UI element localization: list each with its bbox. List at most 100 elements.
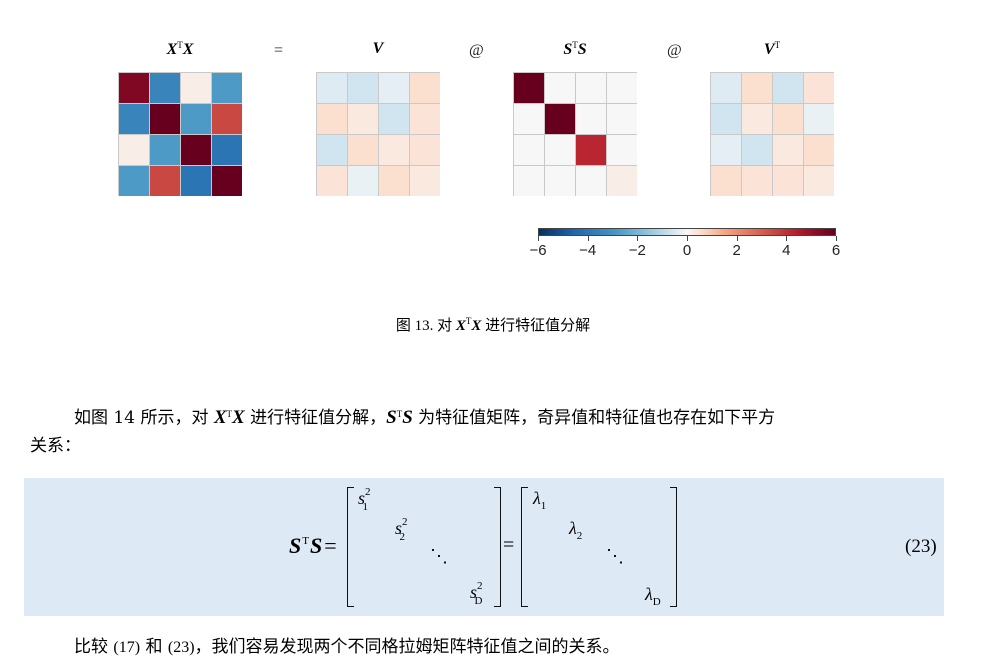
heatmap-cell-xtx-2-1 bbox=[150, 135, 180, 165]
heatmap-cell-sts-1-0 bbox=[514, 104, 544, 134]
heatmap-cell-vt-0-1 bbox=[742, 73, 772, 103]
colorbar-tick-mark bbox=[786, 236, 788, 241]
paragraph-comparison: 比较 (17) 和 (23)，我们容易发现两个不同格拉姆矩阵特征值之间的关系。 bbox=[74, 637, 620, 657]
heatmap-cell-sts-0-1 bbox=[545, 73, 575, 103]
matrix-title-v: V bbox=[372, 40, 384, 57]
matmul-operator-1: @ bbox=[469, 42, 484, 59]
heatmap-cell-xtx-0-2 bbox=[181, 73, 211, 103]
heatmap-cell-sts-1-3 bbox=[607, 104, 637, 134]
heatmap-cell-vt-1-3 bbox=[804, 104, 834, 134]
heatmap-cell-xtx-1-1 bbox=[150, 104, 180, 134]
heatmap-cell-vt-3-0 bbox=[711, 166, 741, 196]
heatmap-cell-sts-1-2 bbox=[576, 104, 606, 134]
right-bracket-2 bbox=[670, 487, 677, 607]
paragraph-intro: 如图 14 所示，对 XTX 进行特征值分解，STS 为特征值矩阵，奇异值和特征… bbox=[74, 407, 776, 428]
colorbar-tick-label: 6 bbox=[831, 242, 841, 259]
paragraph-intro-continued: 关系： bbox=[30, 436, 81, 456]
heatmap-cell-v-1-1 bbox=[348, 104, 378, 134]
heatmap-cell-v-3-1 bbox=[348, 166, 378, 196]
matrix-title-sts: STS bbox=[563, 40, 587, 58]
heatmap-cell-v-3-3 bbox=[410, 166, 440, 196]
colorbar-tick-label: −6 bbox=[529, 242, 547, 259]
heatmap-cell-xtx-2-0 bbox=[119, 135, 149, 165]
colorbar-tick-mark bbox=[736, 236, 738, 241]
matmul-operator-2: @ bbox=[667, 42, 682, 59]
heatmap-cell-xtx-1-3 bbox=[212, 104, 242, 134]
heatmap-cell-vt-0-0 bbox=[711, 73, 741, 103]
heatmap-cell-sts-2-2 bbox=[576, 135, 606, 165]
colorbar-tick-label: −4 bbox=[579, 242, 597, 259]
heatmap-cell-vt-2-3 bbox=[804, 135, 834, 165]
heatmap-cell-v-2-0 bbox=[317, 135, 347, 165]
heatmap-cell-vt-2-2 bbox=[773, 135, 803, 165]
matrix-entry-lambda-2: λ2 bbox=[569, 518, 583, 542]
equation-equals: = bbox=[503, 534, 515, 556]
heatmap-cell-v-1-3 bbox=[410, 104, 440, 134]
equation-block bbox=[24, 478, 944, 616]
heatmap-cell-vt-3-3 bbox=[804, 166, 834, 196]
heatmap-cell-v-3-0 bbox=[317, 166, 347, 196]
heatmap-cell-xtx-2-2 bbox=[181, 135, 211, 165]
figure-caption: 图 13. 对 XTX 进行特征值分解 bbox=[395, 316, 591, 334]
colorbar-tick-mark bbox=[687, 236, 688, 241]
heatmap-cell-xtx-3-2 bbox=[181, 166, 211, 196]
heatmap-cell-v-0-1 bbox=[348, 73, 378, 103]
heatmap-cell-vt-0-2 bbox=[773, 73, 803, 103]
left-bracket-1 bbox=[347, 487, 354, 607]
heatmap-cell-sts-2-0 bbox=[514, 135, 544, 165]
heatmap-cell-v-2-3 bbox=[410, 135, 440, 165]
heatmap-cell-sts-3-1 bbox=[545, 166, 575, 196]
heatmap-cell-v-0-2 bbox=[379, 73, 409, 103]
heatmap-cell-xtx-0-0 bbox=[119, 73, 149, 103]
heatmap-cell-v-1-2 bbox=[379, 104, 409, 134]
heatmap-cell-v-0-0 bbox=[317, 73, 347, 103]
colorbar-tick-label: 2 bbox=[732, 242, 741, 259]
colorbar-tick-label: 4 bbox=[782, 242, 791, 259]
heatmap-sts bbox=[513, 72, 637, 196]
colorbar-tick-label: −2 bbox=[628, 242, 646, 259]
colorbar-tick-mark bbox=[587, 236, 589, 241]
matrix-entry-s1-squared: s21 bbox=[358, 486, 371, 513]
heatmap-cell-sts-2-1 bbox=[545, 135, 575, 165]
heatmap-cell-vt-1-2 bbox=[773, 104, 803, 134]
heatmap-cell-v-2-1 bbox=[348, 135, 378, 165]
matrix-title-vt: VT bbox=[763, 40, 781, 58]
heatmap-cell-vt-0-3 bbox=[804, 73, 834, 103]
heatmap-cell-xtx-1-0 bbox=[119, 104, 149, 134]
heatmap-cell-vt-2-1 bbox=[742, 135, 772, 165]
diagonal-dots-2: ⋱ bbox=[606, 546, 624, 567]
equation-ref-23[interactable]: (23) bbox=[167, 639, 195, 656]
heatmap-cell-sts-3-3 bbox=[607, 166, 637, 196]
equation-lhs: STS= bbox=[289, 533, 337, 558]
heatmap-vt bbox=[710, 72, 834, 196]
equation-ref-17[interactable]: (17) bbox=[113, 639, 141, 656]
heatmap-cell-xtx-3-3 bbox=[212, 166, 242, 196]
matrix-entry-lambda-D: λD bbox=[645, 584, 661, 608]
matrix-entry-sD-squared: s2D bbox=[470, 580, 483, 607]
heatmap-xtx bbox=[118, 72, 242, 196]
heatmap-cell-sts-3-0 bbox=[514, 166, 544, 196]
heatmap-cell-sts-2-3 bbox=[607, 135, 637, 165]
heatmap-cell-sts-0-0 bbox=[514, 73, 544, 103]
heatmap-cell-sts-3-2 bbox=[576, 166, 606, 196]
heatmap-cell-sts-1-1 bbox=[545, 104, 575, 134]
heatmap-cell-xtx-2-3 bbox=[212, 135, 242, 165]
heatmap-cell-v-1-0 bbox=[317, 104, 347, 134]
heatmap-cell-v-2-2 bbox=[379, 135, 409, 165]
heatmap-cell-v-3-2 bbox=[379, 166, 409, 196]
colorbar-tick-mark bbox=[538, 236, 539, 241]
heatmap-v bbox=[316, 72, 440, 196]
heatmap-cell-vt-3-1 bbox=[742, 166, 772, 196]
equals-operator: = bbox=[274, 42, 284, 59]
equation-number: (23) bbox=[905, 536, 937, 557]
left-bracket-2 bbox=[521, 487, 528, 607]
heatmap-cell-xtx-3-1 bbox=[150, 166, 180, 196]
heatmap-cell-xtx-1-2 bbox=[181, 104, 211, 134]
matrix-entry-lambda-1: λ1 bbox=[533, 488, 547, 512]
matrix-entry-s2-squared: s22 bbox=[395, 516, 408, 543]
heatmap-cell-sts-0-2 bbox=[576, 73, 606, 103]
colorbar bbox=[538, 228, 836, 236]
heatmap-cell-vt-1-0 bbox=[711, 104, 741, 134]
colorbar-tick-mark bbox=[836, 236, 837, 241]
heatmap-cell-v-0-3 bbox=[410, 73, 440, 103]
